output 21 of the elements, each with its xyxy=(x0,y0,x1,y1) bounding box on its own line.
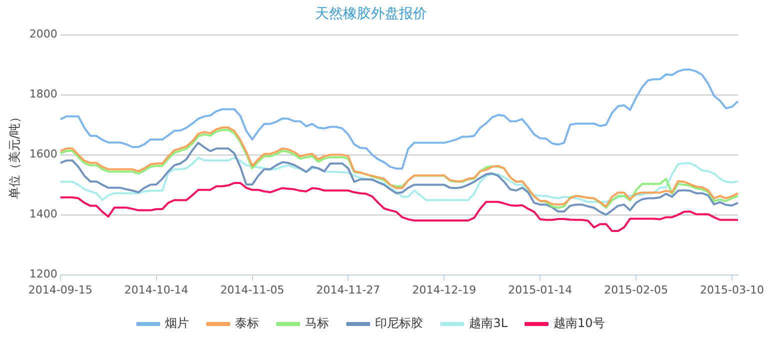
y-tick-label: 1800 xyxy=(29,88,58,101)
x-tick-label: 2015-03-10 xyxy=(700,283,764,296)
chart-title: 天然橡胶外盘报价 xyxy=(315,6,427,22)
x-tick-label: 2014-11-27 xyxy=(316,283,380,296)
legend-label: 越南10号 xyxy=(554,316,605,330)
legend-label: 烟片 xyxy=(165,316,190,330)
legend-label: 越南3L xyxy=(469,316,508,330)
y-axis-title: 单位（美元/吨） xyxy=(7,110,22,199)
legend-label: 印尼标胶 xyxy=(375,316,424,330)
legend-label: 泰标 xyxy=(235,316,260,330)
x-tick-label: 2014-12-19 xyxy=(412,283,476,296)
x-tick-label: 2015-02-05 xyxy=(604,283,668,296)
legend-label: 马标 xyxy=(305,316,330,330)
x-tick-label: 2014-11-05 xyxy=(220,283,284,296)
y-tick-label: 1200 xyxy=(29,268,58,281)
y-tick-label: 2000 xyxy=(29,28,58,41)
y-tick-label: 1400 xyxy=(29,208,58,221)
x-tick-label: 2014-10-14 xyxy=(124,283,188,296)
x-tick-label: 2014-09-15 xyxy=(28,283,92,296)
y-tick-label: 1600 xyxy=(29,148,58,161)
x-tick-label: 2015-01-14 xyxy=(508,283,572,296)
